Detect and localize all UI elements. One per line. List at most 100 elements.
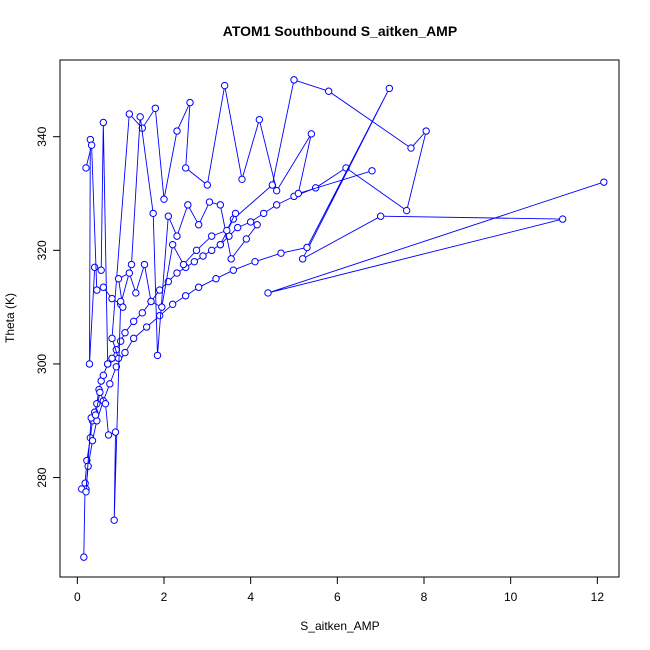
data-point [103, 360, 112, 368]
data-point [259, 209, 268, 218]
data-point [173, 232, 181, 240]
data-point [173, 127, 181, 135]
x-tick-label: 12 [591, 590, 605, 604]
data-point [127, 260, 136, 269]
data-point [155, 286, 164, 294]
data-point [151, 104, 160, 112]
series-layer [77, 76, 608, 561]
data-point [233, 223, 242, 232]
data-point [91, 411, 100, 419]
data-point [402, 206, 411, 215]
data-point [207, 232, 216, 240]
data-point [158, 303, 166, 311]
data-point [88, 436, 97, 445]
data-point [194, 283, 203, 291]
data-point [99, 371, 108, 380]
data-point [85, 360, 94, 368]
data-point [136, 113, 144, 121]
data-point [294, 189, 303, 198]
data-point [251, 257, 259, 266]
data-point [155, 311, 164, 320]
data-point [181, 164, 190, 172]
data-point [422, 127, 430, 135]
y-tick-label: 320 [35, 240, 49, 260]
data-point [303, 243, 311, 252]
data-point [205, 198, 214, 206]
data-point [97, 266, 105, 274]
data-point [231, 209, 240, 218]
data-point [558, 215, 567, 223]
x-tick-label: 2 [161, 590, 168, 604]
data-point [298, 255, 307, 263]
y-tick-label: 300 [35, 354, 49, 374]
data-point [242, 235, 251, 243]
series-line-2 [85, 88, 604, 489]
data-point [99, 283, 108, 291]
data-point [119, 303, 127, 311]
data-point [600, 178, 608, 186]
data-point [114, 275, 123, 283]
data-point [277, 249, 285, 257]
data-point [238, 175, 246, 184]
data-point [147, 297, 155, 306]
data-point [207, 246, 216, 255]
data-point [82, 164, 90, 172]
data-point [186, 98, 194, 107]
data-point [216, 240, 225, 249]
x-tick-label: 8 [421, 590, 428, 604]
y-tick-label: 340 [35, 126, 49, 146]
data-point [129, 334, 138, 343]
data-point [324, 87, 333, 95]
data-point [121, 348, 129, 357]
data-point [199, 252, 207, 260]
data-point [96, 388, 104, 397]
data-point [181, 292, 190, 300]
data-point [212, 275, 220, 283]
data-point [216, 201, 225, 209]
data-point [87, 141, 96, 149]
data-point [153, 351, 162, 360]
data-point [173, 269, 181, 277]
plot-frame [59, 59, 620, 578]
data-point [90, 263, 99, 272]
data-point [190, 257, 199, 266]
data-point [376, 212, 385, 220]
data-point [272, 186, 281, 195]
data-point [255, 115, 264, 124]
data-point [307, 130, 316, 138]
y-axis: 280 300 320 340 [35, 126, 61, 488]
data-point [108, 294, 116, 303]
x-tick-label: 10 [504, 590, 518, 604]
x-axis-label: S_aitken_AMP [300, 619, 379, 633]
data-point [192, 246, 201, 255]
data-point [132, 289, 140, 297]
data-point [116, 337, 125, 345]
data-point [125, 110, 134, 118]
data-point [164, 212, 173, 220]
data-point [290, 76, 298, 84]
data-point [229, 266, 238, 274]
y-axis-label: Theta (K) [3, 293, 17, 343]
data-point [253, 221, 261, 229]
data-point [106, 380, 114, 388]
data-point [101, 400, 110, 408]
data-point [168, 300, 177, 308]
data-point [82, 488, 90, 496]
y-tick-label: 280 [35, 467, 49, 487]
data-point [407, 144, 415, 152]
data-point [179, 260, 188, 269]
data-point [112, 363, 121, 371]
data-point [108, 334, 116, 343]
data-point [140, 260, 149, 269]
data-point [194, 221, 203, 229]
data-point [138, 309, 147, 317]
data-point [223, 226, 231, 235]
data-point [272, 201, 281, 209]
data-point [368, 167, 376, 175]
data-point [104, 431, 113, 439]
data-point [125, 269, 134, 277]
data-point [385, 84, 394, 93]
data-point [160, 195, 168, 203]
data-point [246, 218, 255, 226]
